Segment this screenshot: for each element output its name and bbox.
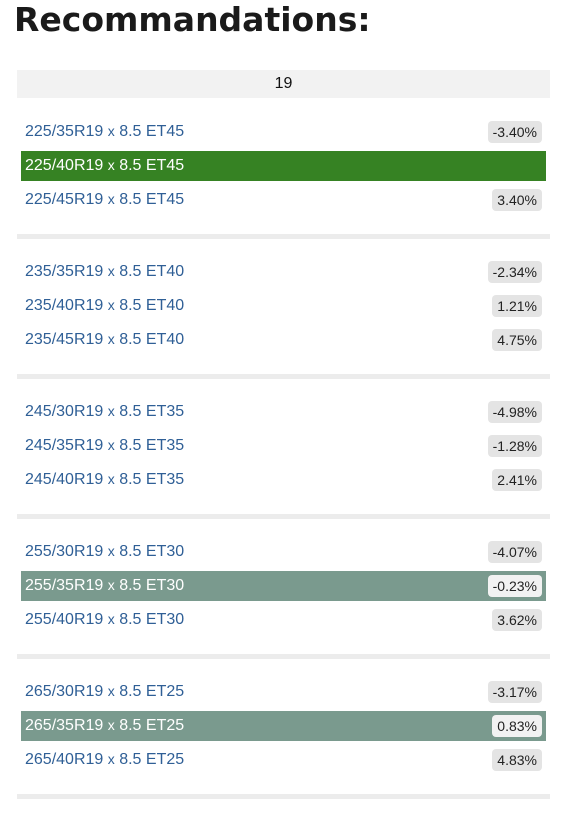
recommendation-row[interactable]: 225/35R19 x 8.5 ET45 -3.40%: [21, 117, 546, 147]
size-group: 235/35R19 x 8.5 ET40 -2.34% 235/40R19 x 8.…: [17, 254, 550, 379]
separator: x: [107, 437, 115, 453]
tire-size-link[interactable]: 245/35R19 x 8.5 ET35: [25, 437, 184, 455]
diameter-diff-badge: -3.40%: [487, 121, 542, 143]
separator: x: [107, 543, 115, 559]
separator: x: [107, 331, 115, 347]
tire-size: 245/40R19: [25, 471, 104, 488]
tire-size: 245/35R19: [25, 437, 104, 454]
tire-size: 265/35R19: [25, 717, 104, 734]
rim-spec: 8.5 ET25: [119, 683, 185, 700]
rim-spec: 8.5 ET30: [119, 543, 185, 560]
separator: x: [107, 683, 115, 699]
tire-size: 225/35R19: [25, 123, 104, 140]
recommendation-row[interactable]: 245/40R19 x 8.5 ET35 2.41%: [21, 465, 546, 495]
recommendation-row[interactable]: 225/45R19 x 8.5 ET45 3.40%: [21, 185, 546, 215]
size-group: 255/30R19 x 8.5 ET30 -4.07% 255/35R19 x 8.…: [17, 534, 550, 659]
tire-size: 265/40R19: [25, 751, 104, 768]
tire-size-link[interactable]: 245/40R19 x 8.5 ET35: [25, 471, 184, 489]
diameter-diff-badge: -3.17%: [487, 681, 542, 703]
recommendation-row[interactable]: 235/45R19 x 8.5 ET40 4.75%: [21, 325, 546, 355]
tire-size-link[interactable]: 235/45R19 x 8.5 ET40: [25, 331, 184, 349]
size-group: 225/35R19 x 8.5 ET45 -3.40% 225/40R19 x 8.…: [17, 114, 550, 239]
tire-size-link[interactable]: 245/30R19 x 8.5 ET35: [25, 403, 184, 421]
recommendation-row[interactable]: 225/40R19 x 8.5 ET45: [21, 151, 546, 181]
tire-size-link[interactable]: 255/35R19 x 8.5 ET30: [25, 577, 184, 595]
rim-spec: 8.5 ET35: [119, 403, 185, 420]
recommendation-row[interactable]: 255/35R19 x 8.5 ET30 -0.23%: [21, 571, 546, 601]
tire-size: 245/30R19: [25, 403, 104, 420]
diameter-diff-badge: 1.21%: [492, 295, 542, 317]
separator: x: [107, 297, 115, 313]
recommendation-row[interactable]: 265/40R19 x 8.5 ET25 4.83%: [21, 745, 546, 775]
tire-size: 225/45R19: [25, 191, 104, 208]
diameter-diff-badge: 3.62%: [492, 609, 542, 631]
separator: x: [107, 471, 115, 487]
size-group: 265/30R19 x 8.5 ET25 -3.17% 265/35R19 x 8.…: [17, 674, 550, 799]
rim-spec: 8.5 ET30: [119, 577, 185, 594]
diameter-diff-badge: 0.83%: [492, 715, 542, 737]
diameter-diff-badge: -2.34%: [487, 261, 542, 283]
rim-spec: 8.5 ET45: [119, 191, 185, 208]
tire-size: 265/30R19: [25, 683, 104, 700]
separator: x: [107, 717, 115, 733]
tire-size: 225/40R19: [25, 157, 104, 174]
tire-size-link[interactable]: 255/40R19 x 8.5 ET30: [25, 611, 184, 629]
recommendation-row[interactable]: 255/30R19 x 8.5 ET30 -4.07%: [21, 537, 546, 567]
rim-spec: 8.5 ET25: [119, 717, 185, 734]
tire-size: 255/30R19: [25, 543, 104, 560]
rim-spec: 8.5 ET45: [119, 123, 185, 140]
tire-size-link[interactable]: 225/40R19 x 8.5 ET45: [25, 157, 184, 175]
tire-size-link[interactable]: 235/35R19 x 8.5 ET40: [25, 263, 184, 281]
separator: x: [107, 191, 115, 207]
recommendation-list: 225/35R19 x 8.5 ET45 -3.40% 225/40R19 x 8.…: [17, 114, 550, 814]
recommendation-row[interactable]: 245/35R19 x 8.5 ET35 -1.28%: [21, 431, 546, 461]
rim-spec: 8.5 ET40: [119, 263, 185, 280]
separator: x: [107, 263, 115, 279]
tire-size-link[interactable]: 235/40R19 x 8.5 ET40: [25, 297, 184, 315]
separator: x: [107, 157, 115, 173]
diameter-diff-badge: -0.23%: [487, 575, 542, 597]
tire-size: 255/40R19: [25, 611, 104, 628]
separator: x: [107, 611, 115, 627]
tire-size-link[interactable]: 225/35R19 x 8.5 ET45: [25, 123, 184, 141]
separator: x: [107, 403, 115, 419]
recommendation-row[interactable]: 235/40R19 x 8.5 ET40 1.21%: [21, 291, 546, 321]
tire-size-link[interactable]: 225/45R19 x 8.5 ET45: [25, 191, 184, 209]
tire-size-link[interactable]: 265/35R19 x 8.5 ET25: [25, 717, 184, 735]
recommendation-row[interactable]: 265/35R19 x 8.5 ET25 0.83%: [21, 711, 546, 741]
diameter-diff-badge: -4.07%: [487, 541, 542, 563]
recommendation-row[interactable]: 245/30R19 x 8.5 ET35 -4.98%: [21, 397, 546, 427]
size-group: 245/30R19 x 8.5 ET35 -4.98% 245/35R19 x 8.…: [17, 394, 550, 519]
tire-size: 255/35R19: [25, 577, 104, 594]
diameter-diff-badge: 3.40%: [492, 189, 542, 211]
recommendation-row[interactable]: 265/30R19 x 8.5 ET25 -3.17%: [21, 677, 546, 707]
page-title: Recommandations:: [14, 0, 371, 39]
rim-spec: 8.5 ET40: [119, 331, 185, 348]
separator: x: [107, 751, 115, 767]
tire-size-link[interactable]: 265/30R19 x 8.5 ET25: [25, 683, 184, 701]
rim-spec: 8.5 ET25: [119, 751, 185, 768]
diameter-diff-badge: 4.83%: [492, 749, 542, 771]
separator: x: [107, 123, 115, 139]
rim-spec: 8.5 ET30: [119, 611, 185, 628]
rim-spec: 8.5 ET35: [119, 471, 185, 488]
rim-spec: 8.5 ET40: [119, 297, 185, 314]
separator: x: [107, 577, 115, 593]
tire-size-link[interactable]: 255/30R19 x 8.5 ET30: [25, 543, 184, 561]
diameter-diff-badge: 2.41%: [492, 469, 542, 491]
tire-size: 235/35R19: [25, 263, 104, 280]
diameter-diff-badge: -1.28%: [487, 435, 542, 457]
diameter-diff-badge: 4.75%: [492, 329, 542, 351]
rim-spec: 8.5 ET45: [119, 157, 185, 174]
diameter-diff-badge: -4.98%: [487, 401, 542, 423]
recommendation-row[interactable]: 255/40R19 x 8.5 ET30 3.62%: [21, 605, 546, 635]
rim-diameter-header: 19: [17, 70, 550, 98]
tire-size: 235/45R19: [25, 331, 104, 348]
tire-size-link[interactable]: 265/40R19 x 8.5 ET25: [25, 751, 184, 769]
rim-spec: 8.5 ET35: [119, 437, 185, 454]
tire-size: 235/40R19: [25, 297, 104, 314]
recommendation-row[interactable]: 235/35R19 x 8.5 ET40 -2.34%: [21, 257, 546, 287]
